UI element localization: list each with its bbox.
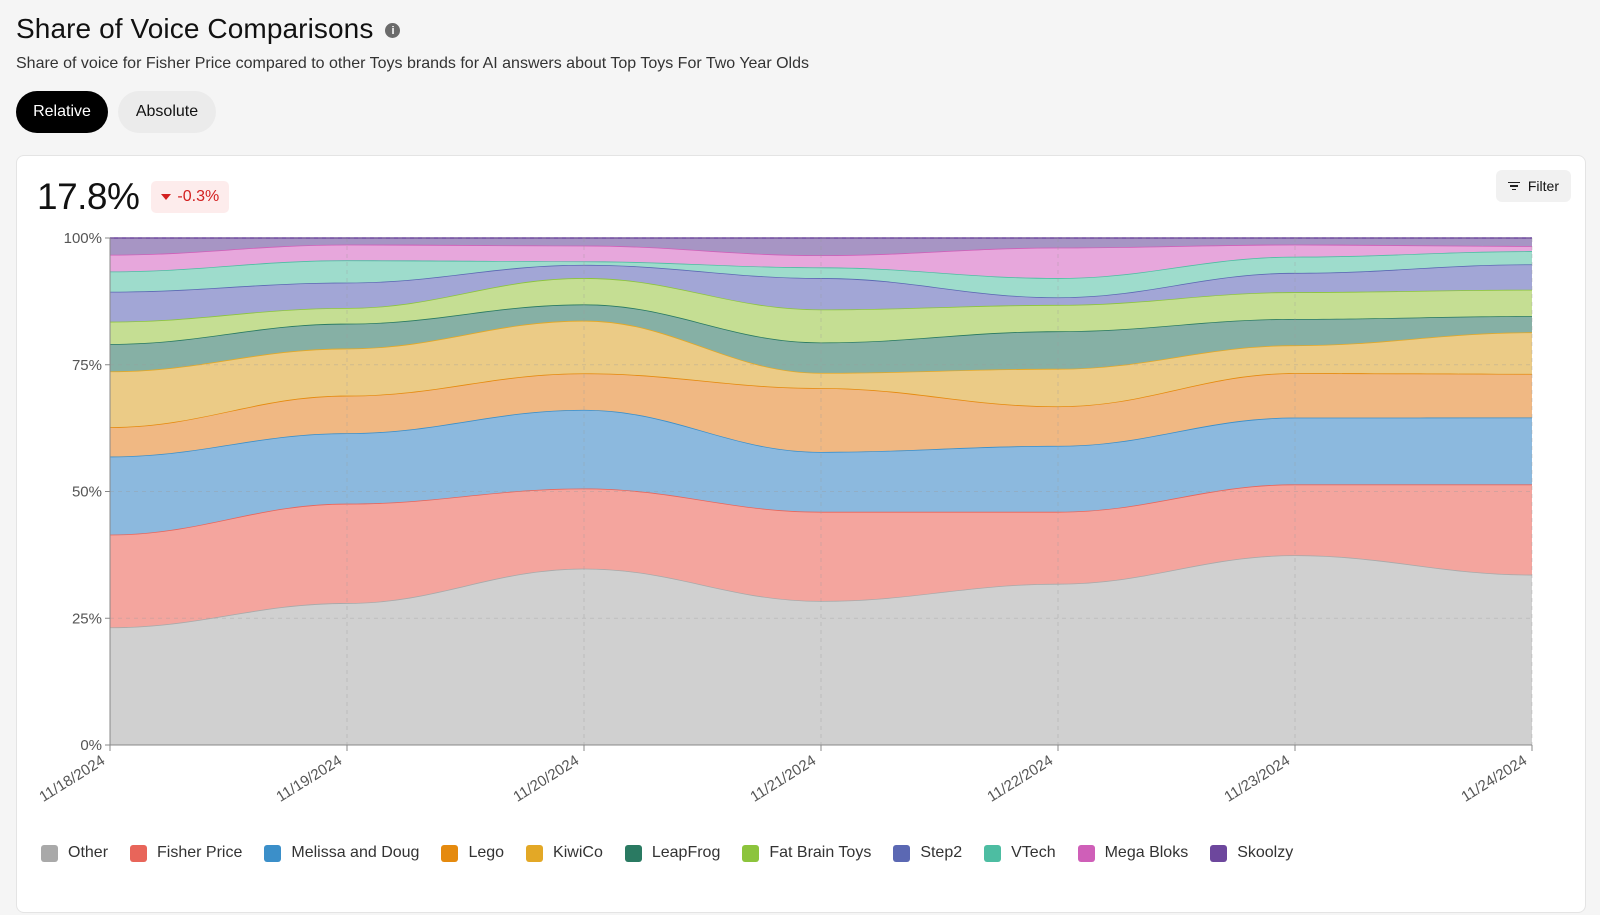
legend-swatch bbox=[41, 844, 58, 862]
area-mega-bloks bbox=[110, 244, 1532, 279]
legend-swatch bbox=[742, 844, 760, 862]
legend-swatch bbox=[526, 844, 544, 862]
x-tick-label: 11/24/2024 bbox=[1458, 752, 1530, 806]
legend-item-leapfrog[interactable]: LeapFrog bbox=[624, 844, 721, 862]
area-layers bbox=[109, 237, 1533, 745]
legend-swatch bbox=[1077, 844, 1095, 862]
x-tick-label: 11/23/2024 bbox=[1221, 752, 1293, 806]
filter-button[interactable]: Filter bbox=[1495, 170, 1571, 202]
page-subtitle: Share of voice for Fisher Price compared… bbox=[16, 55, 809, 72]
legend-label: Lego bbox=[468, 844, 505, 861]
metric-summary: 17.8% -0.3% bbox=[37, 176, 230, 218]
area-kiwico bbox=[110, 320, 1532, 428]
down-arrow-icon bbox=[161, 194, 172, 200]
chart-card: 0% 25% 50% 75% 100% 11/18/2024 11/19/2024 11/20… bbox=[16, 155, 1586, 913]
legend-label: LeapFrog bbox=[651, 844, 721, 861]
metric-value: 17.8% bbox=[37, 176, 140, 217]
line-vtech bbox=[109, 250, 1533, 279]
legend-swatch bbox=[264, 844, 282, 862]
legend-item-fisher-price[interactable]: Fisher Price bbox=[130, 844, 242, 862]
legend-label: Melissa and Doug bbox=[291, 844, 420, 861]
legend-swatch bbox=[1210, 844, 1228, 862]
area-vtech bbox=[110, 251, 1532, 298]
area-lego bbox=[110, 373, 1532, 457]
filter-lines-icon bbox=[1507, 181, 1520, 191]
delta-badge: -0.3% bbox=[151, 181, 230, 213]
legend-item-mega-bloks[interactable]: Mega Bloks bbox=[1077, 844, 1189, 862]
legend-item-vtech[interactable]: VTech bbox=[984, 844, 1056, 862]
delta-value: -0.3% bbox=[177, 188, 220, 205]
legend-label: KiwiCo bbox=[553, 844, 603, 861]
area-other bbox=[110, 555, 1532, 745]
x-tick-label: 11/20/2024 bbox=[510, 752, 582, 806]
area-step2 bbox=[110, 264, 1532, 322]
relative-toggle-button[interactable]: Relative bbox=[16, 91, 108, 133]
legend-label: Other bbox=[68, 844, 109, 861]
x-tick-label: 11/19/2024 bbox=[273, 752, 345, 806]
absolute-toggle-button[interactable]: Absolute bbox=[118, 91, 216, 133]
area-melissa-and-doug bbox=[110, 409, 1532, 535]
info-icon[interactable]: i bbox=[385, 23, 401, 38]
y-tick-label: 75% bbox=[72, 357, 102, 374]
legend-item-fat-brain-toys[interactable]: Fat Brain Toys bbox=[742, 844, 871, 862]
area-fisher-price bbox=[110, 484, 1532, 628]
legend-swatch bbox=[624, 844, 642, 862]
legend-label: Skoolzy bbox=[1237, 844, 1294, 861]
legend-item-other[interactable]: Other bbox=[41, 844, 108, 862]
chart-legend: Other Fisher Price Melissa and Doug Lego Kiw… bbox=[41, 844, 1315, 862]
x-tick-label: 11/21/2024 bbox=[747, 752, 819, 806]
legend-swatch bbox=[893, 844, 911, 862]
legend-swatch bbox=[984, 844, 1002, 862]
legend-label: Step2 bbox=[920, 844, 963, 861]
y-tick-label: 25% bbox=[72, 610, 102, 627]
legend-item-step2[interactable]: Step2 bbox=[893, 844, 962, 862]
y-tick-label: 100% bbox=[64, 230, 102, 247]
legend-item-skoolzy[interactable]: Skoolzy bbox=[1210, 844, 1293, 862]
legend-label: Fisher Price bbox=[157, 844, 243, 861]
legend-swatch bbox=[441, 844, 459, 862]
view-toggle: Relative Absolute bbox=[16, 91, 216, 133]
share-of-voice-chart: 0% 25% 50% 75% 100% 11/18/2024 11/19/2024 11/20… bbox=[36, 230, 1533, 806]
y-tick-label: 0% bbox=[80, 737, 102, 754]
legend-label: Fat Brain Toys bbox=[769, 844, 872, 861]
area-fat-brain-toys bbox=[110, 278, 1532, 344]
filter-label: Filter bbox=[1527, 178, 1559, 194]
legend-item-melissa-and-doug[interactable]: Melissa and Doug bbox=[264, 844, 419, 862]
area-skoolzy bbox=[110, 238, 1532, 256]
legend-label: Mega Bloks bbox=[1104, 844, 1189, 861]
legend-item-lego[interactable]: Lego bbox=[441, 844, 504, 862]
area-leapfrog bbox=[110, 304, 1532, 373]
y-tick-label: 50% bbox=[72, 484, 102, 501]
page-header: Share of Voice Comparisons i Share of vo… bbox=[16, 10, 1576, 73]
page-title: Share of Voice Comparisons bbox=[16, 13, 374, 44]
legend-item-kiwico[interactable]: KiwiCo bbox=[526, 844, 603, 862]
title-row: Share of Voice Comparisons i bbox=[16, 10, 1576, 48]
x-tick-label: 11/22/2024 bbox=[984, 752, 1056, 806]
legend-label: VTech bbox=[1011, 844, 1056, 861]
legend-swatch bbox=[130, 844, 148, 862]
x-tick-label: 11/18/2024 bbox=[36, 752, 108, 806]
